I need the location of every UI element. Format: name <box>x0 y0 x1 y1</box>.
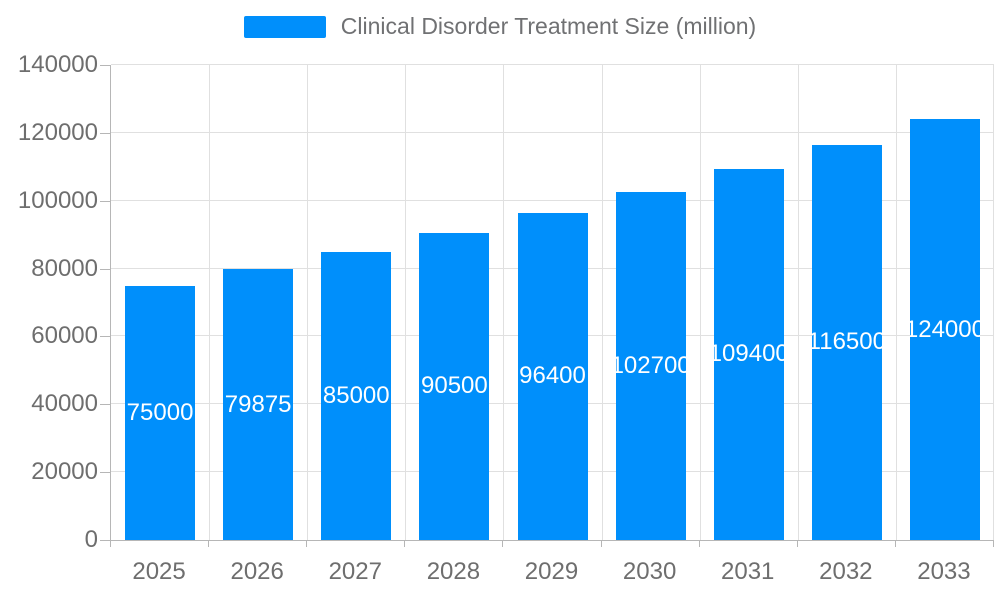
bar[interactable]: 102700 <box>615 191 686 540</box>
legend-item[interactable]: Clinical Disorder Treatment Size (millio… <box>243 13 757 39</box>
y-axis-tick-mark <box>100 404 110 406</box>
y-axis-tick-label: 40000 <box>31 390 98 418</box>
bar-value-label: 75000 <box>126 398 194 426</box>
gridline-vertical <box>895 65 897 540</box>
x-axis-tick-label: 2032 <box>819 558 873 585</box>
y-axis-tick-mark <box>100 472 110 474</box>
bar[interactable]: 116500 <box>811 144 882 540</box>
bar-value-label: 79875 <box>224 390 292 418</box>
gridline-vertical <box>797 65 799 540</box>
y-axis-tick-mark <box>100 336 110 338</box>
gridline-vertical <box>993 65 994 540</box>
bar[interactable]: 75000 <box>125 285 196 540</box>
bar[interactable]: 85000 <box>321 251 392 540</box>
x-axis: 2025 2026 2027 2028 2029 2030 2031 2032 2033 <box>110 540 993 600</box>
x-axis-tick-mark <box>993 540 994 547</box>
bar-value-label: 90500 <box>421 372 488 400</box>
x-axis-tick-mark <box>601 540 602 547</box>
x-axis-tick-mark <box>895 540 896 547</box>
x-axis-tick-label: 2029 <box>524 558 579 585</box>
bar[interactable]: 90500 <box>419 232 490 540</box>
x-axis-tick-mark <box>208 540 209 547</box>
y-axis-tick-mark <box>100 132 110 134</box>
y-axis-tick-mark <box>100 268 110 270</box>
y-axis-tick-label: 100000 <box>17 186 98 214</box>
y-axis-tick-mark <box>100 540 110 541</box>
y-axis-tick-mark <box>100 65 110 66</box>
x-axis-tick-label: 2027 <box>328 558 382 585</box>
y-axis-tick-label: 0 <box>84 526 98 553</box>
y-axis-tick-label: 20000 <box>31 458 98 486</box>
gridline-vertical <box>601 65 603 540</box>
x-axis-tick-mark <box>110 540 111 547</box>
bar-value-label: 96400 <box>519 362 586 390</box>
plot-area: 75000 79875 85000 90500 96400 102700 109400 116… <box>110 64 994 541</box>
legend-swatch-icon <box>243 15 326 38</box>
x-axis-tick-mark <box>797 540 798 547</box>
x-axis-tick-label: 2030 <box>622 558 677 585</box>
bar-value-label: 102700 <box>615 351 686 379</box>
x-axis-tick-mark <box>699 540 700 547</box>
x-axis-tick-label: 2028 <box>426 558 481 585</box>
x-axis-tick-mark <box>306 540 307 547</box>
gridline-vertical <box>503 65 505 540</box>
gridline-vertical <box>699 65 701 540</box>
bar-value-label: 124000 <box>909 315 980 343</box>
x-axis-tick-label: 2026 <box>230 558 284 585</box>
y-axis: 0 20000 40000 60000 80000 100000 120000 140000 <box>0 52 100 553</box>
y-axis-tick-label: 140000 <box>17 51 98 78</box>
legend: Clinical Disorder Treatment Size (millio… <box>0 13 1000 39</box>
gridline-horizontal <box>111 64 994 65</box>
x-axis-tick-label: 2025 <box>132 558 186 585</box>
bar-value-label: 85000 <box>322 381 390 409</box>
x-axis-tick-label: 2031 <box>721 558 775 585</box>
bar[interactable]: 96400 <box>517 212 588 540</box>
y-axis-tick-label: 80000 <box>31 254 98 282</box>
bar[interactable]: 109400 <box>713 168 784 540</box>
bar-value-label: 109400 <box>713 340 784 368</box>
gridline-horizontal <box>111 199 994 201</box>
bar[interactable]: 79875 <box>223 269 294 540</box>
bar[interactable]: 124000 <box>909 119 980 540</box>
y-axis-tick-label: 60000 <box>31 322 98 350</box>
bar-value-label: 116500 <box>811 328 882 356</box>
gridline-vertical <box>209 65 211 540</box>
x-axis-tick-mark <box>404 540 405 547</box>
gridline-vertical <box>307 65 309 540</box>
gridline-horizontal <box>111 131 994 133</box>
legend-label: Clinical Disorder Treatment Size (millio… <box>340 13 757 39</box>
x-axis-tick-mark <box>502 540 503 547</box>
y-axis-tick-mark <box>100 200 110 202</box>
x-axis-tick-label: 2033 <box>917 558 971 585</box>
y-axis-tick-label: 120000 <box>17 118 98 146</box>
gridline-vertical <box>405 65 407 540</box>
